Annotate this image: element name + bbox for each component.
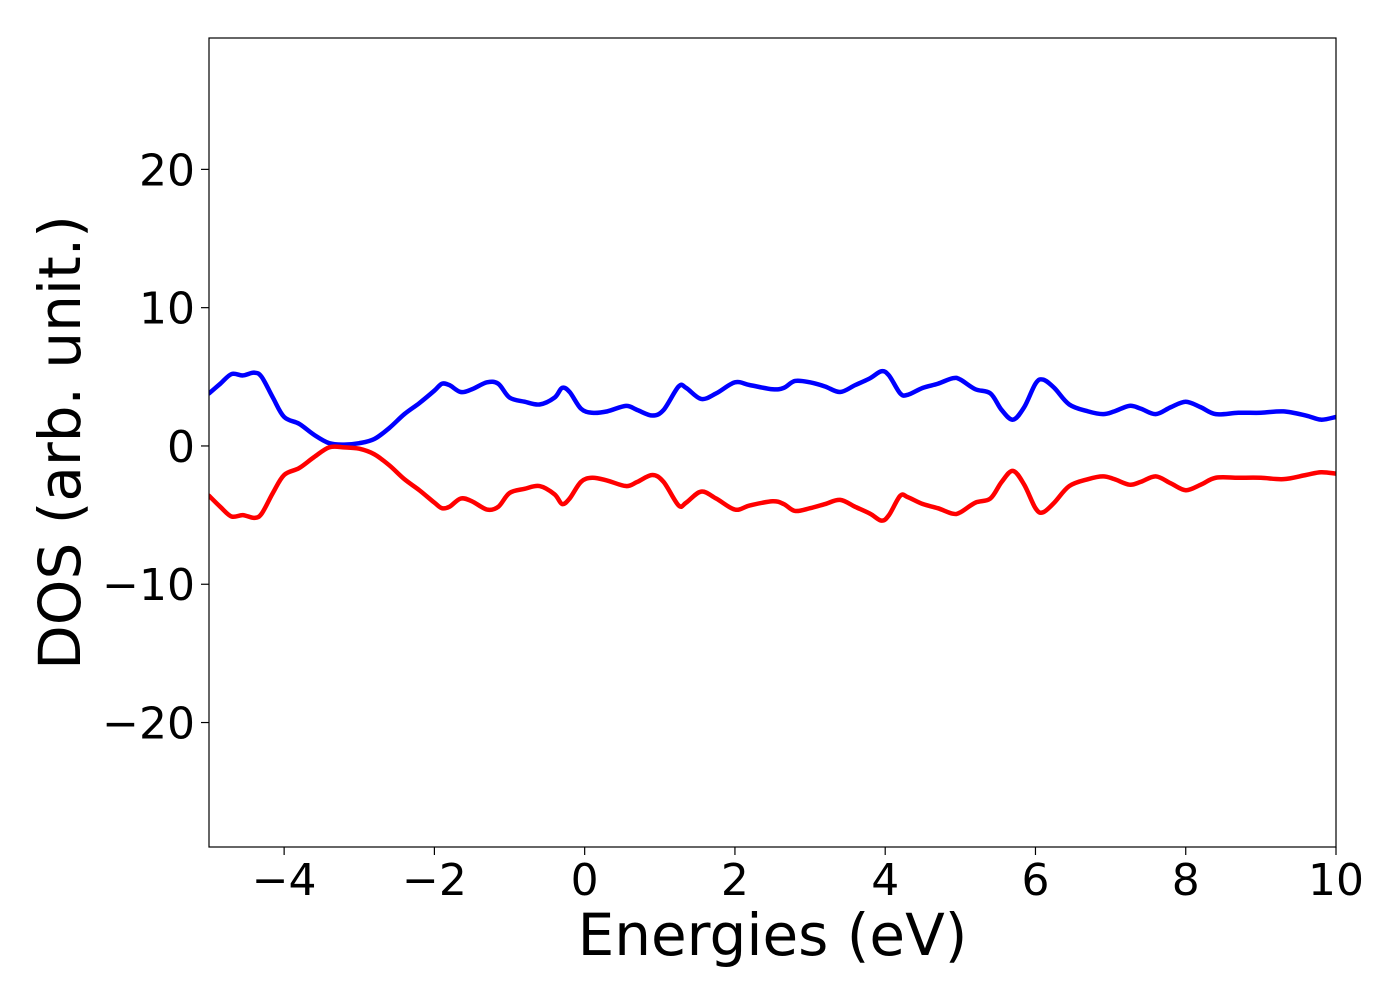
x-axis: −4 −2 0 2 4 6 8 10 — [252, 847, 1364, 906]
x-tick-label: 4 — [871, 855, 899, 906]
plot-frame — [208, 37, 1337, 848]
x-tick-label: 10 — [1308, 855, 1364, 906]
y-tick-label: 0 — [167, 422, 195, 473]
y-tick-label: 20 — [139, 145, 195, 196]
x-tick-label: 0 — [571, 855, 599, 906]
x-tick-label: 8 — [1172, 855, 1200, 906]
y-axis: −20 −10 0 10 20 — [102, 145, 209, 750]
x-tick-label: −2 — [402, 855, 467, 906]
y-tick-label: −20 — [102, 699, 195, 750]
y-tick-label: 10 — [139, 284, 195, 335]
x-tick-label: −4 — [252, 855, 317, 906]
series-layer — [209, 368, 1336, 523]
x-axis-label: Energies (eV) — [578, 901, 968, 969]
y-tick-label: −10 — [102, 560, 195, 611]
y-axis-label: DOS (arb. unit.) — [26, 215, 94, 670]
x-tick-label: 6 — [1021, 855, 1049, 906]
series-line-spin-up — [209, 368, 1336, 447]
x-tick-label: 2 — [721, 855, 749, 906]
series-line-spin-down — [209, 444, 1336, 523]
